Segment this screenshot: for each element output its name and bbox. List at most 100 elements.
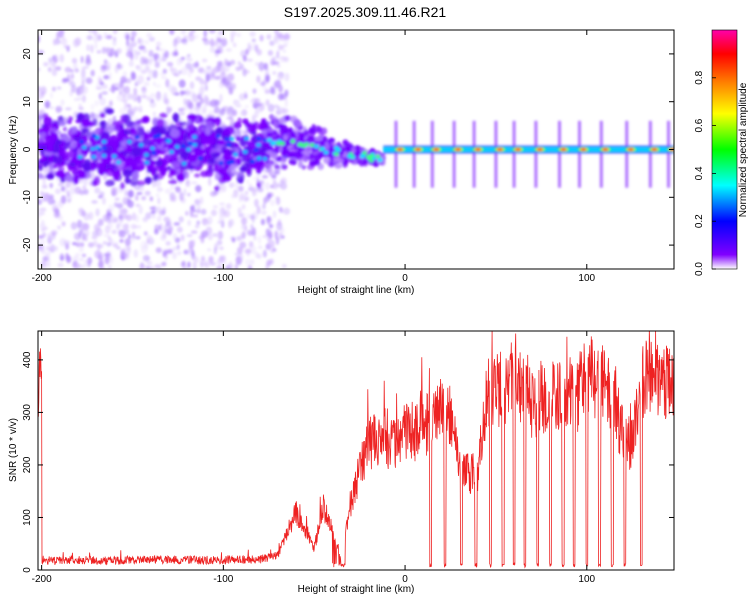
heatmap-cell: [64, 185, 68, 191]
heatmap-cell: [226, 160, 232, 165]
heatmap-cell: [38, 164, 44, 172]
heatmap-cell: [72, 255, 79, 263]
heatmap-cell: [164, 188, 172, 194]
heatmap-cell: [152, 134, 158, 139]
heatmap-cell: [218, 161, 224, 166]
heatmap-cell: [128, 189, 134, 198]
heatmap-cell: [69, 81, 76, 87]
heatmap-cell: [172, 252, 177, 260]
heatmap-cell: [250, 258, 255, 265]
heatmap-cell: [262, 203, 266, 210]
heatmap-cell: [112, 243, 118, 248]
heatmap-cell: [183, 188, 187, 197]
heatmap-cell: [275, 197, 281, 205]
heatmap-cell: [237, 185, 244, 192]
heatmap-cell: [191, 107, 196, 112]
heatmap-cell: [79, 139, 85, 144]
heatmap-cell: [137, 37, 142, 44]
heatmap-cell: [156, 118, 165, 129]
heatmap-cell: [263, 196, 268, 205]
heatmap-cell: [265, 228, 270, 237]
heatmap-cell: [108, 204, 115, 213]
heatmap-cell: [327, 150, 335, 159]
heatmap-cell: [215, 116, 222, 127]
heatmap-cell: [194, 224, 200, 229]
heatmap-cell: [96, 50, 102, 54]
heatmap-cell: [188, 129, 195, 134]
heatmap-cell: [81, 94, 87, 103]
heatmap-cell: [241, 216, 247, 226]
heatmap-cell: [203, 153, 213, 159]
heatmap-cell: [323, 156, 331, 165]
heatmap-cell: [128, 127, 136, 137]
heatmap-cell: [141, 87, 147, 91]
heatmap-cell: [124, 238, 131, 246]
heatmap-cell: [60, 37, 68, 46]
heatmap-cell: [244, 190, 249, 196]
heatmap-cell: [280, 141, 286, 146]
heatmap-cell: [169, 65, 173, 72]
heatmap-cell: [344, 145, 350, 152]
heatmap-cell: [163, 92, 168, 100]
heatmap-cell: [146, 32, 153, 38]
y-tick-label: 400: [22, 351, 33, 368]
heatmap-cell: [122, 196, 130, 201]
heatmap-cell: [99, 191, 105, 198]
heatmap-cell: [197, 156, 203, 161]
heatmap-cell: [117, 119, 127, 125]
heatmap-cell: [130, 223, 137, 230]
heatmap-cell: [294, 120, 303, 128]
heatmap-cell: [75, 86, 80, 96]
heatmap-cell: [290, 134, 297, 139]
heatmap-cell: [43, 62, 49, 67]
heatmap-cell: [271, 184, 276, 189]
heatmap-cell: [246, 213, 250, 219]
colorbar-tick-label: 0.4: [694, 166, 705, 180]
heatmap-cell: [168, 230, 172, 235]
heatmap-cell: [415, 148, 421, 151]
heatmap-cell: [142, 254, 150, 262]
heatmap-cell: [208, 255, 214, 263]
heatmap-cell: [228, 218, 235, 227]
heatmap-cell: [247, 264, 253, 269]
heatmap-cell: [92, 36, 100, 43]
heatmap-cell: [115, 47, 123, 54]
heatmap-cell: [172, 233, 178, 240]
heatmap-cell: [239, 253, 244, 262]
heatmap-cell: [64, 174, 74, 182]
heatmap-cell: [169, 128, 180, 138]
heatmap-cell: [313, 144, 319, 149]
heatmap-cell: [267, 50, 274, 57]
heatmap-cell: [229, 118, 235, 125]
heatmap-cell: [233, 121, 242, 129]
heatmap-cell: [85, 58, 92, 66]
heatmap-cell: [249, 231, 257, 236]
heatmap-cell: [183, 104, 189, 112]
heatmap-cell: [239, 93, 246, 101]
heatmap-cell: [60, 99, 65, 106]
heatmap-cell: [239, 192, 245, 201]
heatmap-cell: [58, 121, 66, 127]
heatmap-cell: [58, 165, 65, 174]
heatmap-cell: [64, 66, 72, 73]
heatmap-cell: [140, 261, 144, 269]
heatmap-cell: [152, 173, 159, 182]
heatmap-cell: [375, 154, 381, 159]
snr-panel: -200 -100 0 100 0 100 200 300 400 Height of str…: [8, 330, 675, 595]
heatmap-cell: [185, 179, 191, 188]
heatmap-cell: [236, 32, 242, 38]
heatmap-cell: [188, 141, 194, 146]
heatmap-cell: [55, 130, 62, 135]
heatmap-cell: [112, 39, 117, 47]
heatmap-cell: [106, 212, 113, 220]
heatmap-cell: [149, 101, 157, 108]
heatmap-cell: [101, 91, 108, 95]
heatmap-cell: [133, 249, 139, 258]
heatmap-cell: [229, 82, 237, 89]
heatmap-cell: [356, 149, 362, 157]
heatmap-cell: [91, 235, 98, 240]
heatmap-cell: [192, 142, 198, 147]
heatmap-cell: [127, 110, 134, 114]
heatmap-cell: [253, 235, 257, 241]
